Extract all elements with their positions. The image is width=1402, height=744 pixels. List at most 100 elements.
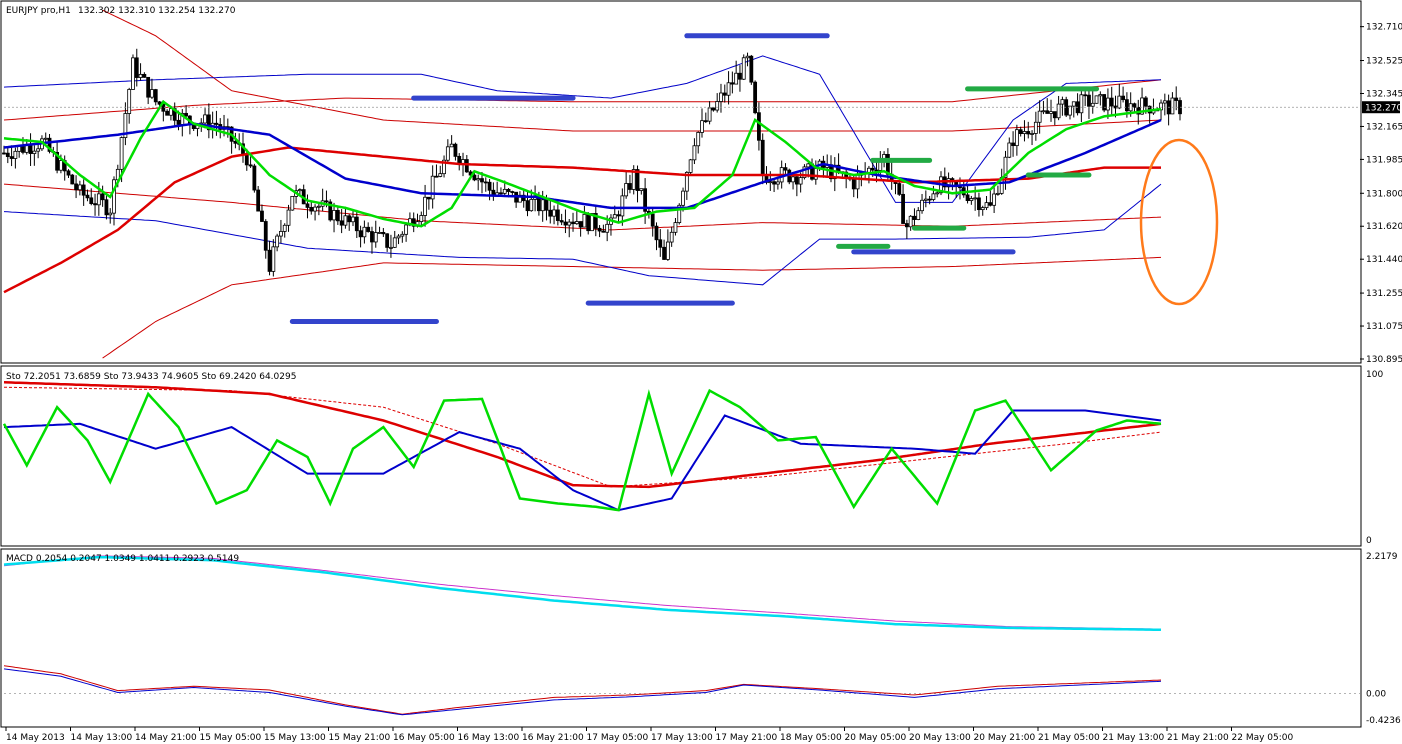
candle-body bbox=[559, 220, 564, 223]
candle-body bbox=[1174, 97, 1179, 101]
price-tick-label: 131.620 bbox=[1366, 222, 1402, 232]
candle-body bbox=[9, 156, 14, 159]
candle-body bbox=[775, 181, 780, 185]
candle-body bbox=[654, 225, 659, 241]
candle-body bbox=[969, 198, 974, 201]
candle-body bbox=[400, 233, 405, 237]
candle-body bbox=[1049, 111, 1053, 114]
candle-body bbox=[1060, 99, 1065, 105]
candle-body bbox=[13, 150, 18, 159]
candle-body bbox=[290, 195, 295, 211]
candle-body bbox=[931, 193, 936, 200]
candle-body bbox=[423, 196, 427, 216]
candle-body bbox=[935, 192, 940, 195]
candle-body bbox=[385, 233, 390, 248]
candle-body bbox=[85, 194, 90, 199]
candle-body bbox=[24, 144, 29, 153]
time-tick-label: 18 May 05:00 bbox=[780, 733, 842, 743]
candle-body bbox=[499, 192, 503, 195]
candle-body bbox=[93, 203, 97, 206]
candle-body bbox=[480, 178, 484, 183]
candle-body bbox=[358, 230, 363, 238]
candle-body bbox=[366, 226, 371, 232]
candle-body bbox=[404, 224, 409, 235]
candle-body bbox=[1022, 131, 1027, 135]
candle-body bbox=[700, 120, 704, 133]
candle-body bbox=[662, 246, 666, 260]
candle-body bbox=[472, 174, 477, 181]
time-tick-label: 14 May 13:00 bbox=[71, 733, 133, 743]
candle-body bbox=[601, 230, 606, 233]
candle-body bbox=[43, 137, 48, 140]
candle-body bbox=[104, 199, 109, 216]
candle-body bbox=[590, 213, 594, 232]
candle-body bbox=[389, 246, 393, 249]
candle-body bbox=[370, 231, 374, 243]
price-tick-label: 132.165 bbox=[1366, 122, 1402, 132]
candle-body bbox=[597, 227, 602, 232]
candle-body bbox=[1018, 129, 1023, 135]
candle-body bbox=[722, 92, 727, 96]
candle-body bbox=[586, 213, 591, 232]
candle-body bbox=[1090, 102, 1095, 107]
candle-body bbox=[1117, 95, 1122, 109]
candle-body bbox=[305, 203, 310, 208]
candle-body bbox=[730, 82, 735, 85]
price-tick-label: 131.075 bbox=[1366, 322, 1402, 332]
candle-body bbox=[1068, 105, 1072, 116]
candle-body bbox=[753, 81, 758, 114]
candle-body bbox=[1083, 94, 1088, 97]
candle-body bbox=[282, 224, 287, 232]
candle-body bbox=[571, 221, 575, 225]
candle-body bbox=[506, 188, 511, 192]
price-plot: 132.270 bbox=[2, 9, 1402, 359]
sto-slow-line bbox=[3, 381, 1162, 489]
candle-body bbox=[74, 183, 78, 191]
candle-body bbox=[138, 73, 143, 78]
candle-body bbox=[47, 137, 52, 152]
candle-body bbox=[28, 144, 33, 154]
candle-body bbox=[453, 143, 458, 157]
header-symbol: EURJPY pro,H1 bbox=[6, 6, 71, 16]
candle-body bbox=[677, 204, 682, 224]
candle-body bbox=[878, 161, 883, 171]
time-tick-label: 17 May 05:00 bbox=[587, 733, 649, 743]
candle-body bbox=[1056, 103, 1061, 119]
candle-body bbox=[335, 210, 340, 222]
candle-body bbox=[1098, 94, 1103, 97]
candle-body bbox=[426, 196, 431, 200]
candle-body bbox=[681, 190, 685, 206]
candle-body bbox=[548, 209, 553, 217]
candle-body bbox=[992, 193, 997, 206]
candle-body bbox=[692, 145, 697, 161]
candle-body bbox=[635, 169, 640, 191]
time-tick-label: 14 May 2013 bbox=[6, 733, 65, 743]
candle-body bbox=[108, 212, 113, 216]
candle-body bbox=[510, 191, 515, 193]
candle-body bbox=[146, 76, 151, 98]
candle-body bbox=[616, 214, 621, 217]
bb-outer-lower bbox=[3, 183, 1162, 286]
candle-body bbox=[165, 110, 170, 116]
macd-osc-a bbox=[3, 665, 1162, 715]
candle-body bbox=[768, 181, 773, 184]
candle-body bbox=[411, 218, 416, 227]
candle-body bbox=[396, 235, 401, 239]
candle-body bbox=[55, 151, 60, 171]
ma-fast-line bbox=[3, 99, 1162, 228]
candle-body bbox=[529, 198, 534, 212]
candle-body bbox=[578, 221, 583, 228]
bb-wide-upper bbox=[102, 9, 1162, 132]
macd-osc-b bbox=[3, 668, 1162, 716]
time-tick-label: 16 May 05:00 bbox=[393, 733, 455, 743]
candle-body bbox=[176, 119, 181, 125]
time-tick-label: 17 May 13:00 bbox=[651, 733, 713, 743]
candle-body bbox=[984, 202, 989, 209]
candle-body bbox=[749, 55, 754, 83]
time-tick-label: 21 May 21:00 bbox=[1167, 733, 1229, 743]
candle-body bbox=[377, 231, 382, 234]
macd-plot bbox=[3, 555, 1360, 716]
candle-body bbox=[639, 188, 644, 191]
candle-body bbox=[760, 139, 765, 176]
candle-body bbox=[1071, 101, 1076, 107]
